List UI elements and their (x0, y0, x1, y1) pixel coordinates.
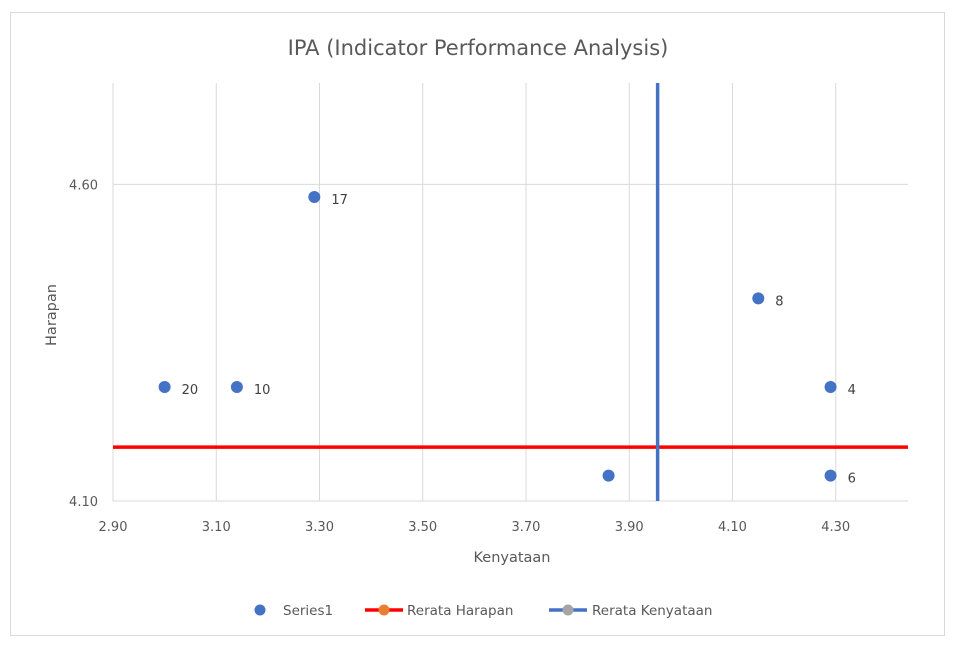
data-point (230, 381, 243, 393)
x-tick-label: 4.30 (821, 520, 850, 535)
data-point (308, 191, 321, 203)
data-label: 20 (182, 383, 199, 398)
data-label: 8 (775, 294, 783, 309)
x-tick-label: 2.90 (99, 520, 128, 535)
x-axis-title: Kenyataan (473, 550, 550, 566)
legend-series1-label: Series1 (283, 603, 333, 619)
y-tick-label: 4.10 (69, 495, 98, 510)
data-label: 6 (848, 472, 856, 487)
x-tick-label: 3.10 (202, 520, 231, 535)
series1-points: 20 10 17 8 4 6 (158, 191, 856, 487)
data-point (824, 381, 837, 393)
data-point (752, 292, 765, 305)
x-axis-ticks: 2.90 3.10 3.30 3.50 3.70 3.90 4.10 4.30 (99, 520, 851, 535)
legend-rerata-harapan-marker (378, 604, 390, 616)
x-tick-label: 3.50 (408, 520, 437, 535)
data-label: 10 (254, 383, 271, 398)
x-tick-label: 3.30 (305, 520, 334, 535)
chart-title: IPA (Indicator Performance Analysis) (288, 36, 669, 60)
y-axis-title: Harapan (44, 284, 60, 346)
data-label: 17 (331, 193, 348, 208)
reference-lines (113, 83, 908, 501)
legend: Series1 Rerata Harapan Rerata Kenyataan (254, 603, 712, 619)
data-point (602, 469, 615, 482)
legend-rerata-harapan-label: Rerata Harapan (407, 603, 513, 619)
legend-rerata-kenyataan-marker (562, 604, 574, 616)
legend-series1-marker (254, 604, 266, 616)
legend-rerata-kenyataan-label: Rerata Kenyataan (592, 603, 712, 619)
x-tick-label: 3.70 (512, 520, 541, 535)
x-tick-label: 3.90 (615, 520, 644, 535)
data-label: 4 (848, 383, 856, 398)
y-axis-ticks: 4.10 4.60 (69, 178, 98, 510)
x-tick-label: 4.10 (718, 520, 747, 535)
data-point (824, 469, 837, 482)
gridlines (112, 83, 908, 502)
chart-frame (10, 12, 945, 636)
data-point (158, 381, 171, 393)
y-tick-label: 4.60 (69, 178, 98, 193)
